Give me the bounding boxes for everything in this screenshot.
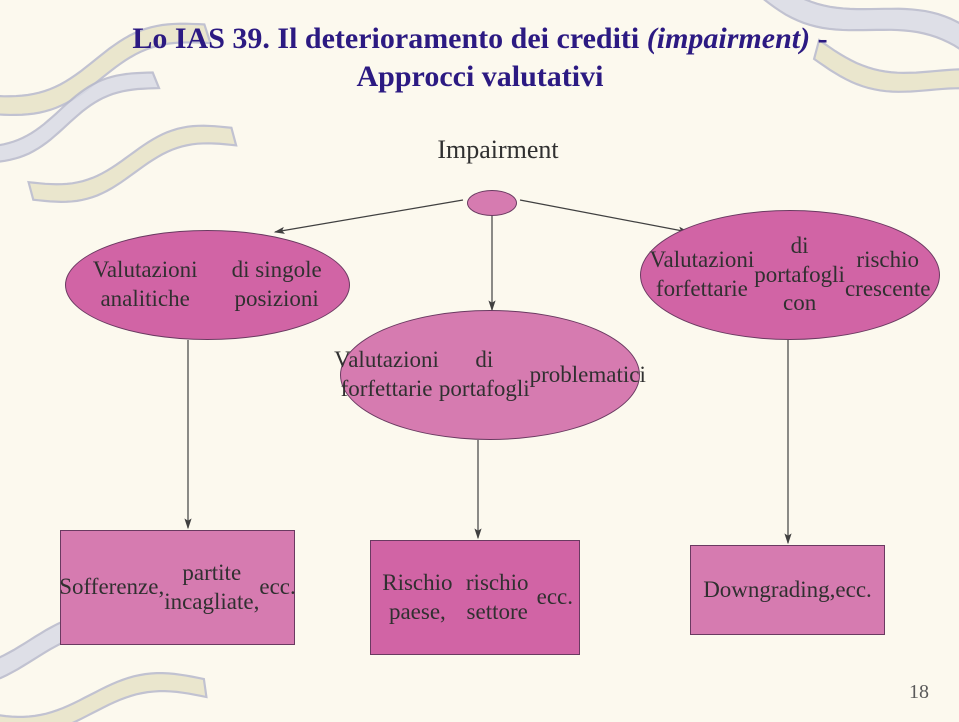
downgrading-rect: Downgrading,ecc.	[690, 545, 885, 635]
forfettarie-crescente-ellipse: Valutazioni forfettariedi portafogli con…	[640, 210, 940, 340]
page-number: 18	[909, 681, 929, 704]
rischio-paese-rect: Rischio paese,rischio settoreecc.	[370, 540, 580, 655]
impairment-dot-ellipse	[467, 190, 517, 216]
valutazioni-analitiche-ellipse: Valutazioni analitichedi singole posizio…	[65, 230, 350, 340]
sofferenze-rect: Sofferenze,partite incagliate,ecc.	[60, 530, 295, 645]
title-part1: Lo IAS 39. Il deterioramento dei crediti	[132, 22, 646, 55]
title-part2-italic: (impairment)	[647, 22, 810, 55]
forfettarie-problematici-ellipse: Valutazioni forfettariedi portafogliprob…	[340, 310, 640, 440]
slide-page: Lo IAS 39. Il deterioramento dei crediti…	[0, 0, 959, 722]
impairment-label: Impairment	[408, 130, 588, 170]
content-layer: Lo IAS 39. Il deterioramento dei crediti…	[0, 0, 959, 722]
slide-title: Lo IAS 39. Il deterioramento dei crediti…	[80, 20, 880, 95]
impairment-label-text: Impairment	[437, 134, 558, 167]
